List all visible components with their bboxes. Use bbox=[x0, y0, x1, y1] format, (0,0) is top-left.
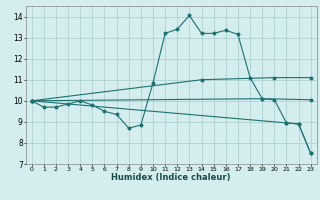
X-axis label: Humidex (Indice chaleur): Humidex (Indice chaleur) bbox=[111, 173, 231, 182]
